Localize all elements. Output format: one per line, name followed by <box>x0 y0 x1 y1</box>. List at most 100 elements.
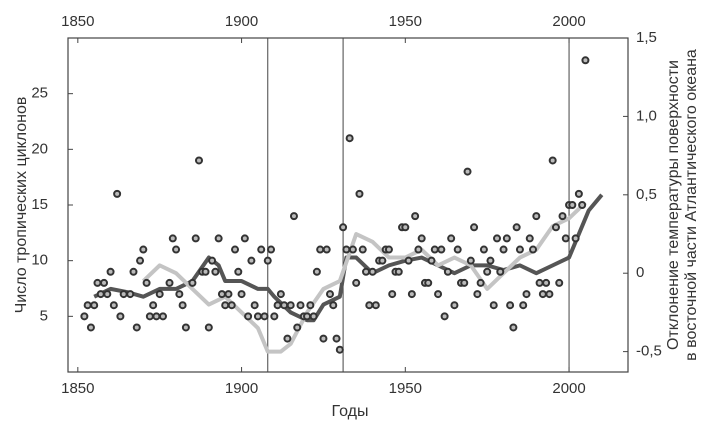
point <box>548 156 557 165</box>
point <box>168 234 177 243</box>
y-tick-label: 25 <box>31 85 48 102</box>
point <box>489 301 498 310</box>
point <box>486 256 495 265</box>
y-tick-label: 20 <box>31 140 48 157</box>
point <box>407 290 416 299</box>
point <box>443 267 452 276</box>
point <box>473 290 482 299</box>
point <box>466 256 475 265</box>
x-tick-label-top: 1900 <box>225 13 258 30</box>
point <box>224 290 233 299</box>
point <box>434 290 443 299</box>
point <box>244 312 253 321</box>
point <box>234 267 243 276</box>
point <box>322 245 331 254</box>
point <box>191 234 200 243</box>
point <box>129 267 138 276</box>
point <box>158 312 167 321</box>
point <box>80 312 89 321</box>
point <box>126 290 135 299</box>
point <box>273 301 282 310</box>
point <box>270 312 279 321</box>
point <box>542 278 551 287</box>
point <box>214 234 223 243</box>
point <box>237 290 246 299</box>
point <box>100 278 109 287</box>
y-tick-label: 10 <box>31 252 48 269</box>
point <box>515 245 524 254</box>
point <box>172 245 181 254</box>
point <box>106 267 115 276</box>
point <box>260 312 269 321</box>
point <box>149 301 158 310</box>
point <box>368 267 377 276</box>
x-tick-label-top: 1950 <box>389 13 422 30</box>
point <box>178 301 187 310</box>
point <box>329 301 338 310</box>
point <box>263 256 272 265</box>
x-tick-label: 1950 <box>389 380 422 397</box>
point <box>506 301 515 310</box>
point <box>342 245 351 254</box>
point <box>519 301 528 310</box>
point <box>460 278 469 287</box>
y2-tick-label: 1,0 <box>636 107 657 124</box>
point <box>293 323 302 332</box>
point <box>286 301 295 310</box>
point <box>155 290 164 299</box>
point <box>136 256 145 265</box>
x-axis-label: Годы <box>332 403 369 420</box>
point <box>86 323 95 332</box>
point <box>306 301 315 310</box>
point <box>417 234 426 243</box>
point <box>345 134 354 143</box>
point <box>119 290 128 299</box>
point <box>201 267 210 276</box>
point <box>378 256 387 265</box>
point <box>538 290 547 299</box>
y2-tick-label: 0 <box>636 264 644 281</box>
point <box>453 245 462 254</box>
point <box>208 256 217 265</box>
point <box>574 189 583 198</box>
y2-axis-label: в восточной части Атлантического океана <box>683 49 700 361</box>
point <box>312 267 321 276</box>
point <box>103 290 112 299</box>
point <box>535 278 544 287</box>
y-tick-label: 15 <box>31 196 48 213</box>
point <box>568 201 577 209</box>
point <box>555 278 564 287</box>
point <box>545 290 554 299</box>
point <box>522 290 531 299</box>
point <box>188 278 197 287</box>
point <box>217 290 226 299</box>
point <box>257 245 266 254</box>
point <box>93 278 102 287</box>
x-tick-label: 1900 <box>225 380 258 397</box>
point <box>502 234 511 243</box>
point <box>227 301 236 310</box>
y2-tick-label: -0,5 <box>636 343 662 360</box>
plot-frame <box>67 37 629 373</box>
point <box>355 189 364 198</box>
y2-axis-label: Отклонение температуры поверхности <box>665 60 682 350</box>
point <box>365 301 374 310</box>
point <box>276 290 285 299</box>
point <box>142 278 151 287</box>
point <box>335 345 344 354</box>
x-tick-label: 1850 <box>61 380 94 397</box>
point <box>145 312 154 321</box>
point <box>496 267 505 276</box>
point <box>267 245 276 254</box>
point <box>181 323 190 332</box>
x-tick-label-top: 1850 <box>61 13 94 30</box>
point <box>109 301 118 310</box>
point <box>571 234 580 243</box>
point <box>83 301 92 310</box>
point <box>411 212 420 221</box>
point <box>303 312 312 321</box>
point <box>384 245 393 254</box>
point <box>512 223 521 232</box>
point <box>581 56 590 65</box>
